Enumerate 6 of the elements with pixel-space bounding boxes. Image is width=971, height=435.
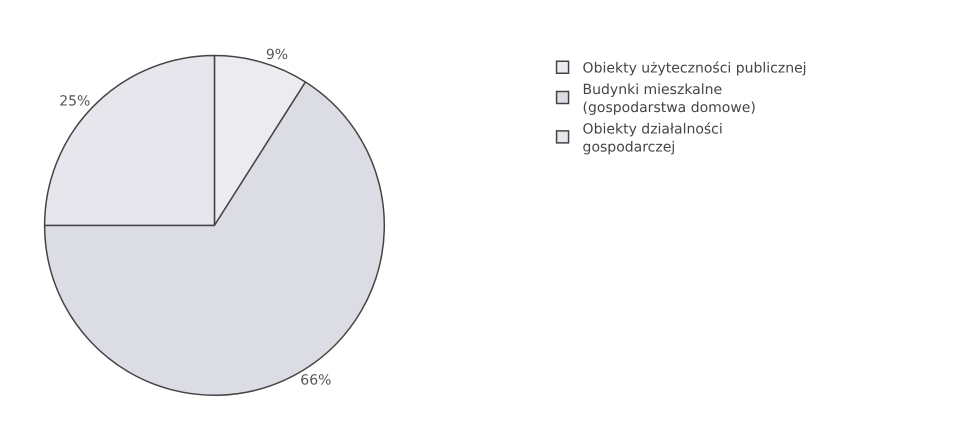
legend-label: Budynki mieszkalne (gospodarstwa domowe) [582, 82, 756, 116]
data-label: 25% [59, 93, 90, 110]
legend-label: Obiekty użyteczności publicznej [582, 60, 807, 77]
data-label: 66% [300, 372, 332, 388]
data-label: 9% [266, 46, 288, 63]
legend-label: Obiekty działalności gospodarczej [582, 121, 723, 156]
